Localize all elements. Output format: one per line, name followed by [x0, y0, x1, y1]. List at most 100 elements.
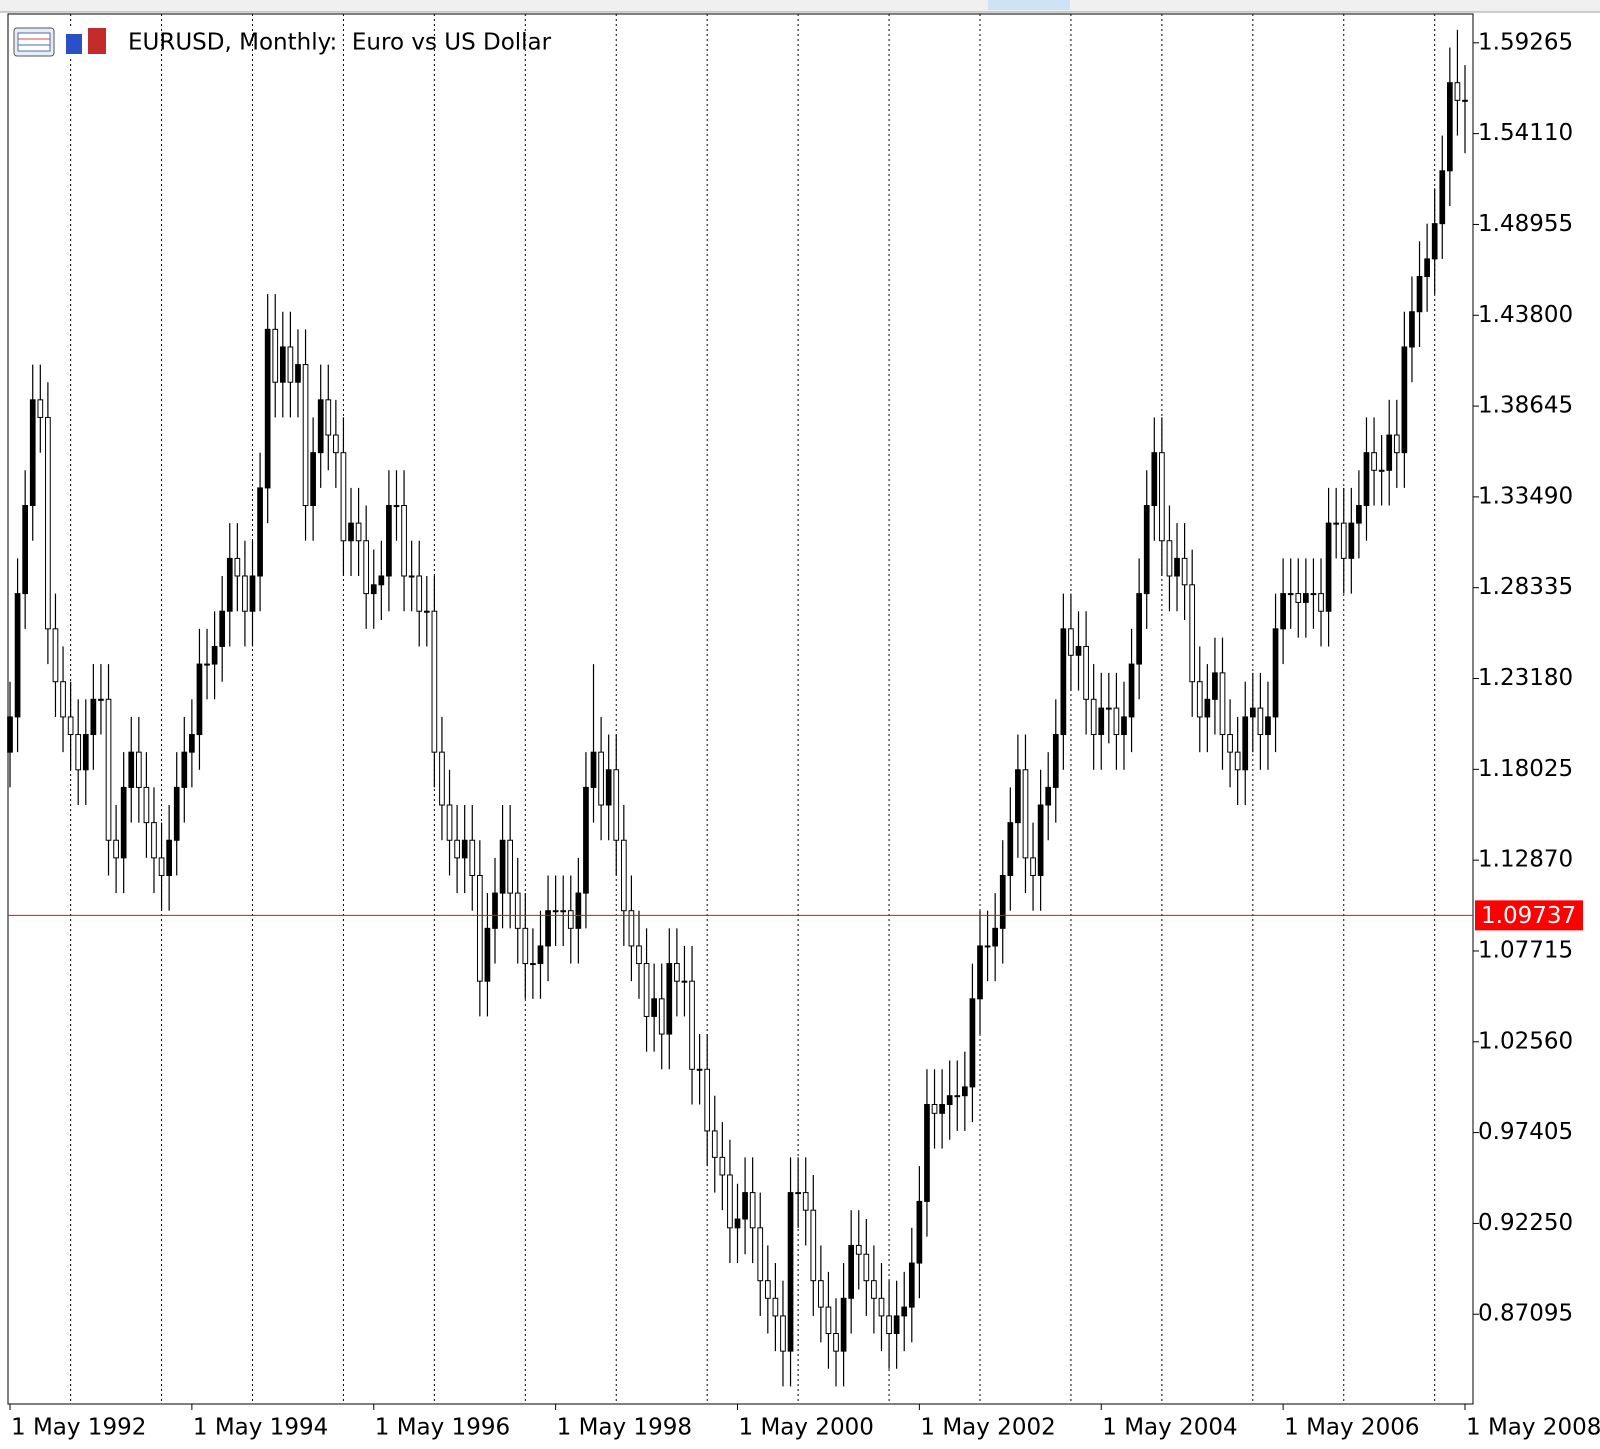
- candle-body: [310, 452, 316, 507]
- candle-body: [1446, 82, 1453, 172]
- candle-body: [924, 1104, 930, 1202]
- candle-body: [780, 1315, 786, 1352]
- candle-body: [279, 346, 286, 383]
- candle-body: [1393, 434, 1400, 454]
- candle-body: [787, 1192, 794, 1352]
- candle-body: [1105, 707, 1112, 710]
- candle-body: [1439, 170, 1446, 225]
- candle-body: [1143, 505, 1150, 595]
- y-tick-label: 1.07715: [1478, 937, 1573, 963]
- y-tick-label: 1.59265: [1478, 29, 1573, 55]
- candle-body: [1356, 505, 1362, 524]
- y-tick-label: 1.23180: [1478, 665, 1573, 691]
- candle-body: [476, 874, 483, 982]
- candle-body: [696, 1068, 703, 1071]
- candle-body: [901, 1306, 908, 1317]
- candle-body: [1159, 452, 1165, 542]
- y-tick-label: 1.38645: [1478, 393, 1573, 419]
- candle-body: [75, 734, 82, 771]
- candle-body: [469, 839, 476, 876]
- candle-body: [575, 892, 582, 929]
- y-tick-label: 1.48955: [1478, 211, 1573, 237]
- candle-body: [295, 364, 301, 383]
- candle-body: [128, 751, 135, 788]
- candle-body: [795, 1192, 801, 1195]
- candle-body: [196, 663, 203, 736]
- candle-body: [393, 505, 400, 508]
- candle-body: [1249, 707, 1256, 718]
- candle-body: [840, 1297, 847, 1352]
- candle-body: [1272, 628, 1279, 718]
- candle-body: [977, 945, 983, 1000]
- candle-body: [1030, 857, 1036, 876]
- candle-body: [681, 980, 688, 983]
- candle-body: [340, 452, 347, 542]
- candle-body: [658, 998, 665, 1035]
- candle-body: [1234, 751, 1241, 771]
- candle-body: [1371, 452, 1377, 471]
- y-tick-label: 1.18025: [1478, 756, 1573, 782]
- candle-body: [1424, 258, 1430, 277]
- candle-body: [1219, 672, 1226, 736]
- candle-body: [378, 575, 385, 586]
- toolbar-tab[interactable]: [988, 0, 1070, 10]
- candle-body: [999, 874, 1006, 929]
- candle-body: [29, 399, 36, 507]
- candle-body: [158, 857, 165, 876]
- candle-body: [90, 698, 97, 736]
- candle-body: [82, 734, 89, 771]
- candle-body: [249, 575, 256, 612]
- candle-body: [1060, 628, 1067, 736]
- candle-body: [727, 1174, 733, 1229]
- candle-body: [643, 963, 650, 1017]
- candle-body: [1318, 593, 1324, 612]
- toolbar-strip: [0, 0, 1600, 12]
- candle-body: [60, 681, 66, 718]
- candle-body: [833, 1333, 839, 1352]
- candle-body: [1075, 645, 1082, 656]
- chart-icons: [13, 26, 108, 57]
- chart-title: EURUSD, Monthly: Euro vs US Dollar: [128, 30, 552, 56]
- candle-body: [1045, 786, 1052, 806]
- x-tick-label: 1 May 2000: [739, 1415, 874, 1441]
- candle-body: [772, 1297, 779, 1317]
- candle-body: [598, 751, 604, 806]
- candle-body: [810, 1209, 817, 1282]
- candle-body: [825, 1306, 832, 1335]
- candle-body: [537, 945, 544, 965]
- candle-body: [302, 364, 309, 507]
- candle-body: [545, 910, 551, 947]
- candle-body: [704, 1068, 711, 1132]
- y-tick-label: 1.28335: [1478, 574, 1573, 600]
- candle-body: [1340, 522, 1347, 559]
- candle-body: [878, 1297, 885, 1317]
- candle-body: [628, 910, 635, 947]
- candle-body: [961, 1086, 968, 1097]
- candle-body: [651, 998, 657, 1017]
- y-tick-label: 1.43800: [1478, 302, 1573, 328]
- candle-body: [1189, 584, 1196, 683]
- candle-body: [1166, 540, 1173, 577]
- y-tick-label: 1.12870: [1478, 847, 1573, 873]
- candle-body: [992, 927, 999, 947]
- candle-body: [507, 839, 514, 894]
- x-tick-label: 1 May 2002: [920, 1415, 1055, 1441]
- candle-body: [620, 839, 627, 912]
- candle-body: [863, 1253, 870, 1282]
- candle-body: [1136, 593, 1142, 665]
- candle-body: [666, 963, 673, 1035]
- candle-body: [674, 963, 680, 982]
- candle-body: [1409, 311, 1415, 348]
- candle-body: [1325, 522, 1332, 612]
- candle-body: [1007, 822, 1014, 876]
- candle-body: [749, 1192, 756, 1229]
- candle-body: [1037, 804, 1044, 876]
- candle-body: [1454, 82, 1461, 101]
- y-tick-label: 0.87095: [1478, 1301, 1573, 1327]
- candle-body: [1295, 593, 1302, 603]
- candle-body: [1174, 557, 1180, 577]
- candle-body: [189, 734, 195, 753]
- candle-body: [742, 1192, 748, 1220]
- candle-body: [1386, 434, 1393, 471]
